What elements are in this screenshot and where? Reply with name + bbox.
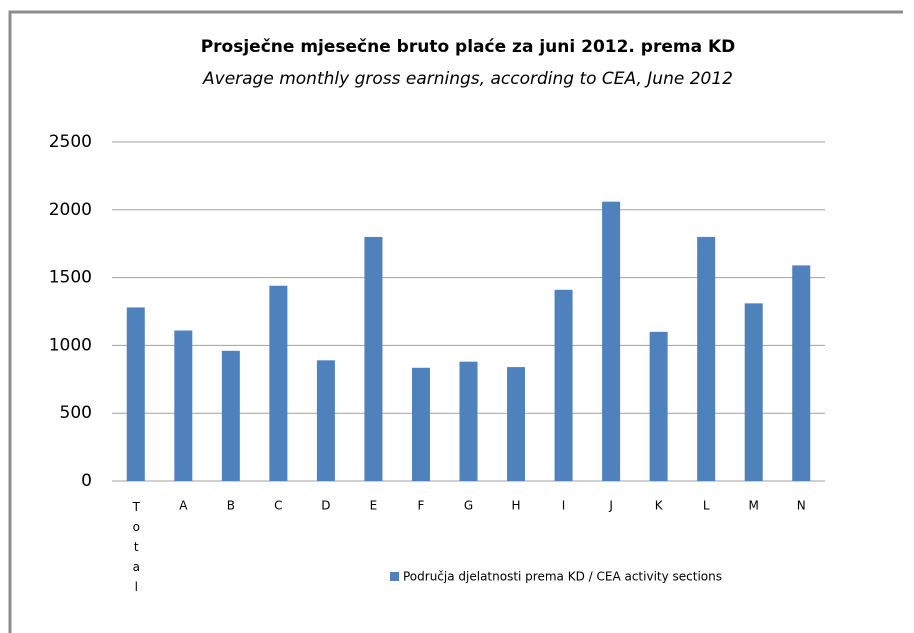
x-tick-label: K xyxy=(655,499,664,513)
x-tick-label: I xyxy=(562,499,566,513)
chart-border xyxy=(8,10,903,633)
x-tick-label: F xyxy=(418,499,425,513)
chart-title: Prosječne mjesečne bruto plaće za juni 2… xyxy=(201,37,736,57)
x-tick-label: B xyxy=(227,499,235,513)
x-tick-label: Total xyxy=(129,500,143,600)
bar xyxy=(364,236,383,481)
bar xyxy=(221,350,240,481)
bar xyxy=(459,361,478,481)
legend-label: Područja djelatnosti prema KD / CEA acti… xyxy=(403,570,722,584)
x-tick-label: J xyxy=(608,499,613,513)
bar xyxy=(554,289,573,481)
bar xyxy=(649,331,668,481)
y-tick-label: 2000 xyxy=(49,200,92,220)
bar xyxy=(744,303,763,481)
x-tick-label: H xyxy=(512,499,521,513)
y-tick-label: 1000 xyxy=(49,335,92,355)
bar xyxy=(174,330,193,481)
x-tick-label: L xyxy=(703,499,710,513)
bar xyxy=(792,265,811,481)
legend-swatch xyxy=(390,572,399,581)
x-tick-label: G xyxy=(464,499,473,513)
bar xyxy=(507,367,526,481)
y-tick-label: 500 xyxy=(60,403,92,423)
y-tick-label: 0 xyxy=(81,471,92,491)
bar xyxy=(697,236,716,481)
bar xyxy=(126,307,145,481)
y-tick-label: 1500 xyxy=(49,268,92,288)
bar xyxy=(602,201,621,481)
bar xyxy=(269,285,288,481)
y-tick-label: 2500 xyxy=(49,132,92,152)
chart-subtitle: Average monthly gross earnings, accordin… xyxy=(202,69,733,89)
bar xyxy=(316,360,335,481)
x-tick-label: M xyxy=(749,499,759,513)
x-tick-label: D xyxy=(321,499,330,513)
x-tick-label: E xyxy=(370,499,378,513)
x-tick-label: C xyxy=(274,499,282,513)
bar xyxy=(411,367,430,481)
x-tick-label: A xyxy=(179,499,188,513)
x-tick-label: N xyxy=(797,499,806,513)
